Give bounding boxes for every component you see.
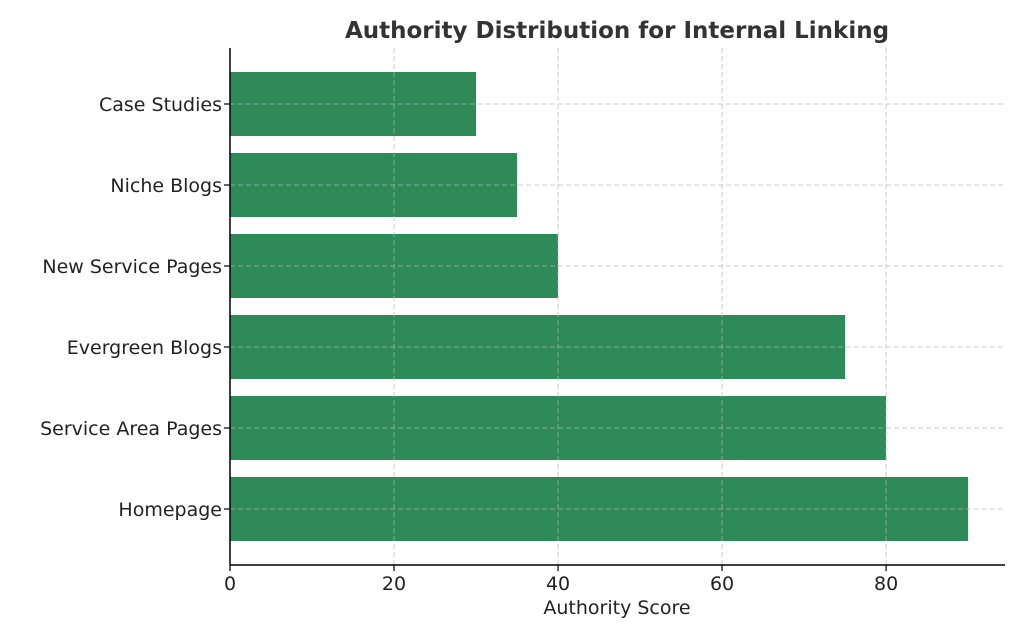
- y-tick-label: Case Studies: [99, 94, 222, 116]
- y-tick-label: Service Area Pages: [40, 418, 222, 440]
- x-axis-label: Authority Score: [543, 597, 690, 619]
- chart-title: Authority Distribution for Internal Link…: [345, 18, 889, 44]
- x-tick-labels: 0 20 40 60 80: [224, 573, 898, 595]
- x-tick-label: 40: [546, 573, 570, 595]
- x-tick-label: 80: [874, 573, 898, 595]
- axes: [224, 48, 1005, 571]
- x-tick-label: 0: [224, 573, 236, 595]
- bars: [230, 72, 969, 541]
- y-tick-label: Evergreen Blogs: [67, 337, 222, 359]
- bar-niche-blogs: [230, 153, 518, 217]
- y-tick-label: Niche Blogs: [110, 175, 222, 197]
- x-tick-label: 60: [710, 573, 734, 595]
- y-tick-label: Homepage: [118, 499, 222, 521]
- y-tick-label: New Service Pages: [42, 256, 222, 278]
- grid-overlay: [229, 48, 1005, 565]
- x-tick-label: 20: [382, 573, 406, 595]
- y-tick-labels: Homepage Service Area Pages Evergreen Blog…: [40, 94, 222, 521]
